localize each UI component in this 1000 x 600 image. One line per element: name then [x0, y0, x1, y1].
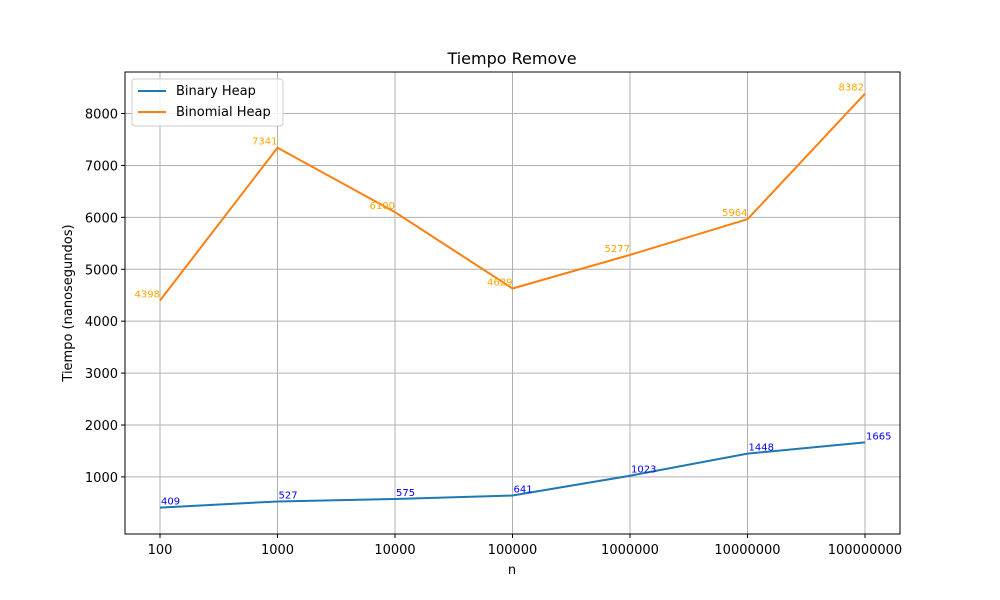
x-tick-label: 1000000 — [601, 543, 659, 558]
data-label-binary-heap: 641 — [514, 485, 533, 496]
data-labels: 409 527 575 641 1023 1448 1665 4398 7341 6100 4629… — [135, 83, 892, 508]
axis-ticks: 100 1000 10000 100000 1000000 10000000 1000000… — [85, 108, 902, 558]
series-lines — [159, 93, 866, 509]
legend-label-binomial-heap: Binomial Heap — [176, 105, 271, 120]
data-label-binary-heap: 1448 — [749, 443, 774, 454]
legend-label-binary-heap: Binary Heap — [176, 84, 256, 99]
data-label-binomial-heap: 7341 — [252, 137, 277, 148]
x-tick-label: 100 — [148, 543, 173, 558]
data-label-binomial-heap: 8382 — [839, 83, 864, 94]
y-tick-label: 3000 — [85, 367, 118, 382]
y-tick-label: 5000 — [85, 263, 118, 278]
x-tick-label: 100000 — [488, 543, 538, 558]
y-tick-label: 7000 — [85, 159, 118, 174]
data-label-binary-heap: 1023 — [631, 465, 656, 476]
data-label-binary-heap: 575 — [396, 488, 415, 499]
data-label-binomial-heap: 6100 — [370, 201, 395, 212]
x-tick-label: 1000 — [261, 543, 294, 558]
data-label-binary-heap: 527 — [279, 490, 298, 501]
chart-title: Tiempo Remove — [446, 49, 576, 68]
data-label-binomial-heap: 4398 — [135, 290, 160, 301]
x-tick-label: 10000000 — [714, 543, 780, 558]
x-axis-label: n — [508, 563, 516, 578]
y-tick-label: 6000 — [85, 211, 118, 226]
data-label-binary-heap: 1665 — [866, 431, 891, 442]
data-label-binomial-heap: 5964 — [722, 208, 747, 219]
data-label-binomial-heap: 4629 — [487, 278, 512, 289]
data-label-binomial-heap: 5277 — [605, 244, 630, 255]
y-tick-label: 1000 — [85, 471, 118, 486]
y-axis-label: Tiempo (nanosegundos) — [61, 224, 76, 382]
y-tick-label: 4000 — [85, 315, 118, 330]
legend-box — [131, 78, 284, 127]
y-tick-label: 8000 — [85, 108, 118, 123]
x-tick-label: 100000000 — [828, 543, 902, 558]
x-tick-label: 10000 — [374, 543, 415, 558]
legend: Binary Heap Binomial Heap — [131, 78, 284, 127]
y-tick-label: 2000 — [85, 419, 118, 434]
grid — [125, 72, 900, 534]
data-label-binary-heap: 409 — [161, 497, 180, 508]
